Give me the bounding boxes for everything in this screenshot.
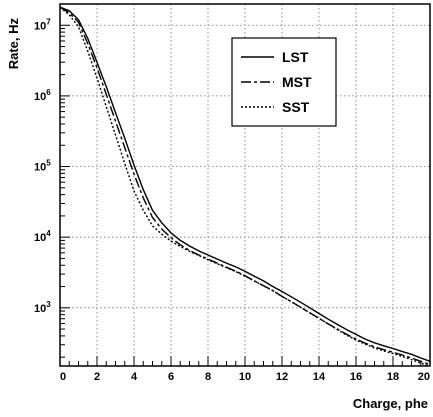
y-tick-label: 107 [34,17,51,32]
series-layer [59,6,431,367]
x-tick-label: 4 [131,371,138,383]
x-tick-label: 8 [205,371,211,383]
x-tick-label: 14 [313,371,326,383]
x-tick-label: 18 [387,371,399,383]
legend: LST MST SST [231,37,337,127]
ticks [59,24,431,366]
y-tick-label: 105 [34,159,51,174]
y-tick-label: 104 [34,229,51,244]
x-tick-label: 6 [168,371,174,383]
x-tick-label: 12 [276,371,288,383]
series-line-sst [59,6,431,367]
x-tick-label: 16 [350,371,362,383]
x-tick-label: 20 [418,371,430,383]
y-tick-label: 106 [34,88,51,103]
series-line-lst [59,6,431,362]
legend-label-sst: SST [282,99,310,115]
x-axis-title: Charge, phe [353,396,428,411]
x-tick-label: 10 [239,371,251,383]
tick-labels: 0 2 4 6 8 10 12 14 16 18 20 103 104 105 106 107 [34,17,430,383]
legend-label-mst: MST [282,74,312,90]
y-tick-label: 103 [34,300,51,315]
x-tick-label: 0 [60,371,66,383]
y-axis-title: Rate, Hz [6,18,21,70]
legend-label-lst: LST [282,49,309,65]
x-tick-label: 2 [94,371,100,383]
